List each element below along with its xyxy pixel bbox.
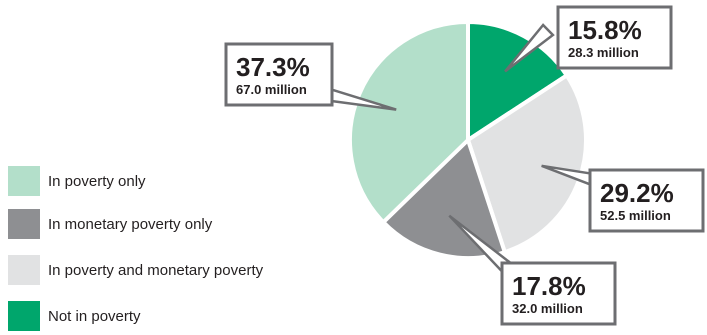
callout-box — [224, 42, 334, 107]
pie-slices — [348, 20, 588, 260]
callout-box — [556, 5, 673, 70]
slice-percent-label: 37.3% — [236, 52, 310, 82]
legend-swatch — [8, 166, 40, 196]
callout-in-poverty-and-monetary-poverty: 29.2%52.5 million — [541, 164, 705, 233]
callout-in-poverty-only: 37.3%67.0 million — [224, 42, 397, 111]
slice-percent-label: 29.2% — [600, 178, 674, 208]
legend-item-in-poverty-only: In poverty only — [8, 166, 338, 200]
legend-label: In monetary poverty only — [48, 216, 213, 233]
callout-box — [588, 168, 705, 233]
slice-percent-label: 17.8% — [512, 271, 586, 301]
legend-swatch — [8, 209, 40, 239]
callout-not-in-poverty: 15.8%28.3 million — [504, 5, 673, 73]
callout-pointer — [504, 23, 555, 73]
legend-item-not-in-poverty: Not in poverty — [8, 301, 338, 335]
slice-value-label: 28.3 million — [568, 45, 639, 60]
legend-swatch — [8, 255, 40, 285]
legend-label: In poverty and monetary poverty — [48, 262, 264, 279]
legend-item-in-monetary-poverty-only: In monetary poverty only — [8, 209, 338, 243]
pie-slice-in-poverty-only — [348, 20, 470, 225]
slice-value-label: 67.0 million — [236, 82, 307, 97]
legend-label: Not in poverty — [48, 308, 141, 325]
callout-box — [500, 261, 617, 326]
legend-item-in-poverty-and-monetary-poverty: In poverty and monetary poverty — [8, 255, 338, 289]
slice-percent-label: 15.8% — [568, 15, 642, 45]
callout-in-monetary-poverty-only: 17.8%32.0 million — [448, 214, 617, 326]
legend-swatch — [8, 301, 40, 331]
slice-value-label: 32.0 million — [512, 301, 583, 316]
slice-value-label: 52.5 million — [600, 208, 671, 223]
legend-label: In poverty only — [48, 173, 146, 190]
